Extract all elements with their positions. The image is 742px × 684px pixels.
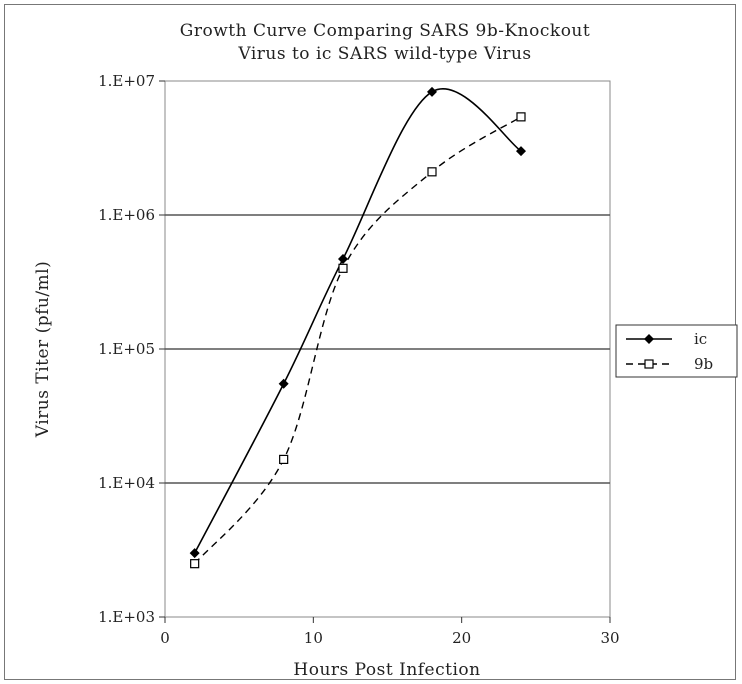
x-tick-label: 20 [452, 629, 471, 647]
legend-box [615, 324, 738, 378]
y-tick-label: 1.E+03 [98, 608, 155, 626]
y-tick-label: 1.E+07 [98, 72, 155, 90]
x-axis-title: Hours Post Infection [293, 660, 480, 680]
chart-title-line2: Virus to ic SARS wild-type Virus [237, 44, 531, 64]
y-tick-label: 1.E+06 [98, 206, 155, 224]
x-tick-label: 30 [600, 629, 619, 647]
legend: ic 9b [615, 324, 738, 378]
legend-marker-9b [644, 359, 654, 369]
y-axis-title: Virus Titer (pfu/ml) [33, 261, 53, 439]
y-tick-label: 1.E+05 [98, 340, 155, 358]
gridlines [165, 214, 610, 484]
data-point-ic [427, 86, 437, 97]
data-point-9b [516, 112, 526, 122]
series-line-9b [194, 116, 522, 565]
legend-marker-ic [644, 334, 654, 344]
data-point-ic [278, 378, 289, 389]
y-tick-label: 1.E+04 [98, 474, 155, 492]
x-tick-label: 10 [304, 629, 323, 647]
data-point-ic [189, 548, 200, 559]
chart-title-line1: Growth Curve Comparing SARS 9b-Knockout [180, 21, 590, 41]
data-point-9b [190, 559, 200, 569]
data-point-9b [338, 263, 348, 273]
legend-label-9b: 9b [694, 355, 713, 373]
data-point-9b [427, 167, 437, 177]
x-tick-label: 0 [160, 629, 170, 647]
x-axis-ticks: 0 10 20 30 [160, 617, 620, 647]
series-points [189, 86, 526, 569]
data-point-ic [338, 253, 348, 264]
data-point-9b [279, 454, 289, 465]
y-axis-ticks: 1.E+03 1.E+04 1.E+05 1.E+06 1.E+07 [98, 72, 165, 626]
legend-label-ic: ic [694, 330, 707, 348]
data-point-ic [516, 146, 526, 157]
